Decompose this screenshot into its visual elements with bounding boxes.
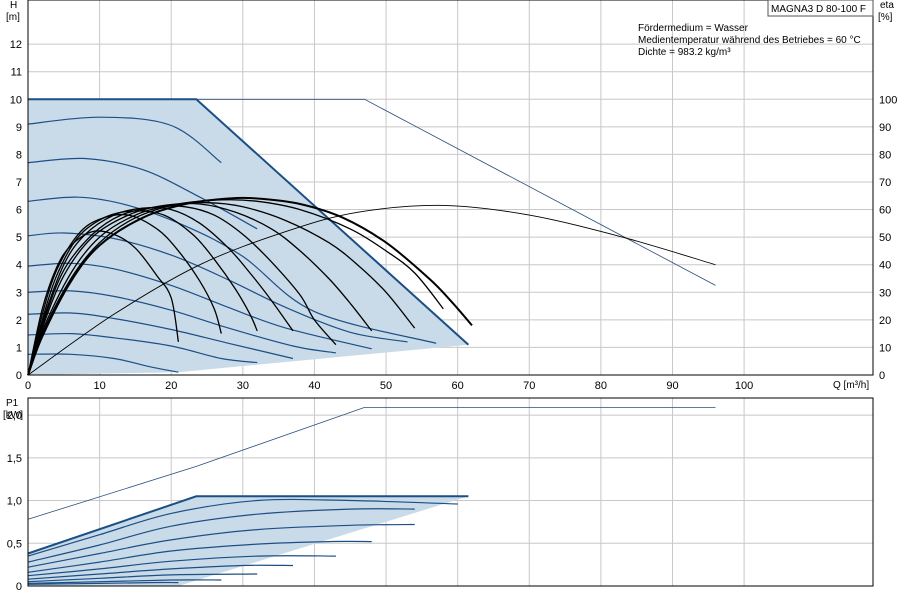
- eta-axis-unit: [%]: [878, 12, 893, 23]
- power-panel: 0 0,5 1,0 1,5 2,0 P1 [kW]: [3, 397, 874, 593]
- efficiency-curve: [27, 213, 222, 376]
- x-tick-label: 50: [380, 380, 392, 392]
- eta-tick-label: 20: [879, 315, 891, 327]
- eta-tick-label: 80: [879, 149, 891, 161]
- eta-tick-label: 30: [879, 287, 891, 299]
- efficiency-curve: [27, 199, 444, 376]
- power-operating-area: [28, 496, 469, 586]
- power-plot-frame: [27, 397, 874, 587]
- power-curve: [27, 555, 336, 577]
- head-curve: [27, 312, 294, 360]
- x-tick-label: 100: [735, 380, 753, 392]
- eta-tick-label: 70: [879, 177, 891, 189]
- power-curve: [27, 564, 294, 580]
- head-tick-label: 1: [16, 342, 22, 354]
- head-tick-label: 8: [16, 149, 22, 161]
- head-plot-frame: [27, 0, 874, 376]
- power-curve: [27, 540, 372, 573]
- flow-axis-label: Q [m³/h]: [833, 380, 869, 391]
- eta-axis-label: eta: [880, 0, 894, 11]
- head-tick-label: 11: [11, 67, 22, 79]
- head-curves: [27, 98, 716, 376]
- power-curve: [27, 581, 179, 585]
- head-grid: [27, 0, 873, 376]
- power-curve: [27, 573, 258, 583]
- head-tick-label: 9: [16, 122, 22, 134]
- power-axis-label: P1: [6, 398, 19, 409]
- power-max-curve: [27, 495, 469, 555]
- power-area-fill: [28, 496, 469, 586]
- x-tick-label: 90: [666, 380, 678, 392]
- power-curve: [27, 579, 222, 584]
- efficiency-curve: [27, 196, 473, 376]
- power-curves: [27, 407, 716, 585]
- x-tick-label: 60: [452, 380, 464, 392]
- head-tick-label: 12: [10, 39, 22, 51]
- info-density: Dichte = 983.2 kg/m³: [638, 47, 731, 58]
- head-tick-label: 3: [16, 287, 22, 299]
- eta-tick-label: 10: [879, 342, 891, 354]
- efficiency-curve: [27, 201, 416, 376]
- head-tick-label: 6: [16, 205, 22, 217]
- head-tick-label: 5: [16, 232, 22, 244]
- eta-tick-label: 40: [879, 260, 891, 272]
- eta-tick-label: 100: [879, 94, 897, 106]
- head-axis-unit: [m]: [6, 12, 20, 23]
- head-panel: 0 10 20 30 40 50 60 70 80 90 100012345678910111201…: [6, 0, 897, 392]
- power-tick-label: 1,0: [7, 496, 22, 508]
- power-tick-label: 2,0: [7, 410, 22, 422]
- head-tick-label: 2: [16, 315, 22, 327]
- efficiency-curve: [27, 204, 716, 376]
- head-tick-label: 7: [16, 177, 22, 189]
- x-tick-label: 80: [595, 380, 607, 392]
- power-tick-label: 0,5: [7, 538, 22, 550]
- power-tick-label: 0: [16, 581, 22, 593]
- x-tick-label: 70: [523, 380, 535, 392]
- head-curve: [27, 290, 336, 354]
- x-tick-label: 40: [308, 380, 320, 392]
- head-extended-curve: [196, 98, 716, 286]
- head-curve: [27, 232, 408, 343]
- power-tick-label: 1,5: [7, 453, 22, 465]
- head-tick-label: 0: [16, 370, 22, 382]
- efficiency-curve: [27, 230, 180, 376]
- eta-tick-label: 0: [879, 370, 885, 382]
- eta-tick-label: 60: [879, 205, 891, 217]
- head-curve: [27, 332, 258, 364]
- head-curve: [27, 116, 222, 164]
- eta-tick-label: 90: [879, 122, 891, 134]
- efficiency-curve: [27, 205, 337, 376]
- head-tick-label: 4: [16, 260, 22, 272]
- x-tick-label: 0: [25, 380, 31, 392]
- head-tick-labels: 0 10 20 30 40 50 60 70 80 90 100012345678910111201…: [10, 39, 898, 392]
- model-name: MAGNA3 D 80-100 F: [771, 4, 866, 15]
- power-curve: [27, 498, 458, 557]
- power-axis-unit: [kW]: [3, 410, 23, 421]
- model-box: [767, 0, 874, 17]
- x-tick-label: 10: [93, 380, 105, 392]
- info-temperature: Medientemperatur während des Betriebes =…: [638, 35, 861, 46]
- head-curve: [27, 157, 258, 230]
- efficiency-curve: [27, 206, 294, 376]
- x-tick-label: 20: [165, 380, 177, 392]
- x-tick-label: 30: [237, 380, 249, 392]
- head-axis-label: H: [10, 0, 17, 11]
- efficiency-curve: [27, 210, 258, 376]
- head-curve: [27, 196, 437, 344]
- efficiency-curve: [27, 202, 373, 376]
- power-curve: [27, 523, 415, 568]
- eta-tick-label: 50: [879, 232, 891, 244]
- power-tick-labels: 0 0,5 1,0 1,5 2,0: [7, 410, 22, 593]
- head-tick-label: 10: [10, 94, 22, 106]
- power-curve: [27, 508, 415, 563]
- info-medium: Fördermedium = Wasser: [638, 23, 749, 34]
- power-extended-curve: [27, 407, 716, 520]
